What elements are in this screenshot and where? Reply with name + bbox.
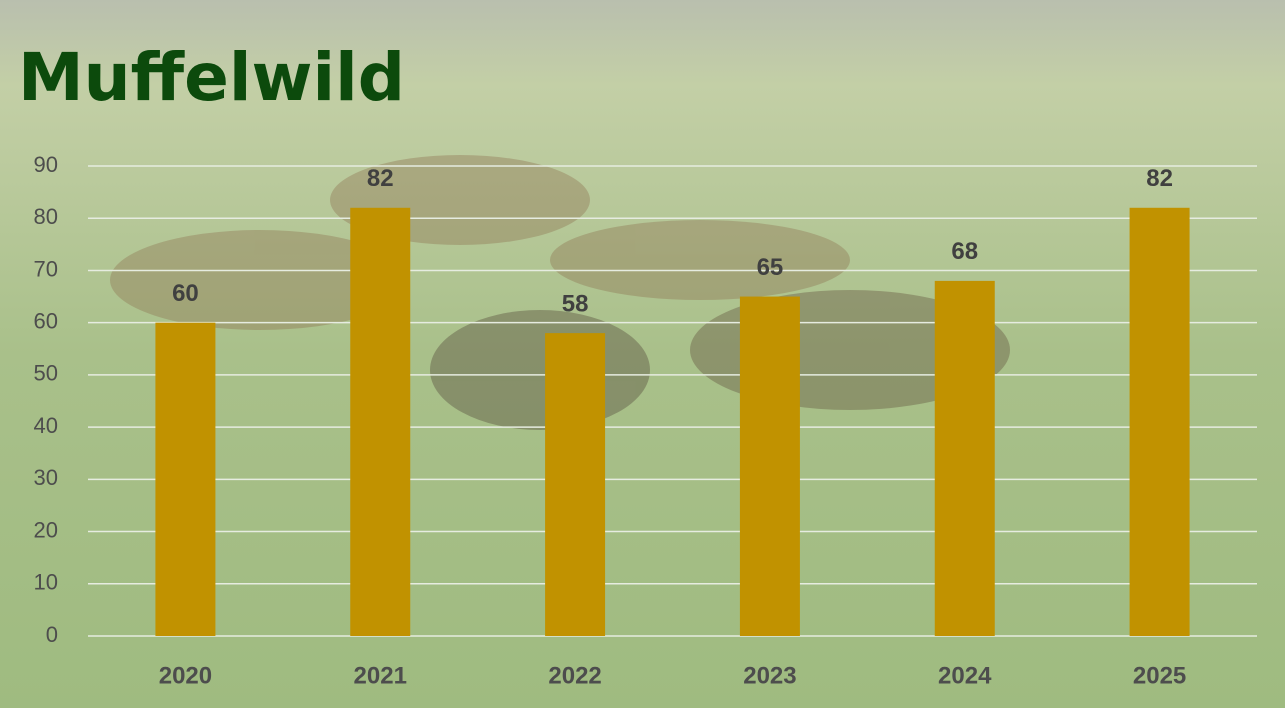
y-tick-label: 60 xyxy=(34,308,58,333)
y-tick-label: 0 xyxy=(46,622,58,647)
data-label: 82 xyxy=(1146,165,1173,192)
bar xyxy=(545,333,606,636)
bar xyxy=(155,322,216,636)
chart-title: Muffelwild xyxy=(18,39,405,116)
y-tick-label: 30 xyxy=(34,465,58,490)
data-label: 68 xyxy=(951,238,978,265)
x-tick-label: 2021 xyxy=(354,662,407,689)
bar xyxy=(934,280,995,636)
x-tick-label: 2023 xyxy=(743,662,796,689)
y-tick-label: 20 xyxy=(34,517,58,542)
bar xyxy=(1129,207,1190,636)
bar xyxy=(350,207,411,636)
y-tick-label: 40 xyxy=(34,413,58,438)
data-label: 65 xyxy=(757,254,784,281)
y-tick-label: 10 xyxy=(34,570,58,595)
x-tick-label: 2024 xyxy=(938,662,992,689)
data-label: 60 xyxy=(172,280,199,307)
y-tick-label: 50 xyxy=(34,361,58,386)
y-tick-label: 90 xyxy=(34,152,58,177)
x-tick-label: 2020 xyxy=(159,662,212,689)
data-label: 82 xyxy=(367,165,394,192)
x-tick-label: 2022 xyxy=(548,662,601,689)
data-label: 58 xyxy=(562,290,589,317)
x-tick-label: 2025 xyxy=(1133,662,1186,689)
bar xyxy=(739,296,800,636)
y-tick-label: 70 xyxy=(34,256,58,281)
y-tick-label: 80 xyxy=(34,204,58,229)
